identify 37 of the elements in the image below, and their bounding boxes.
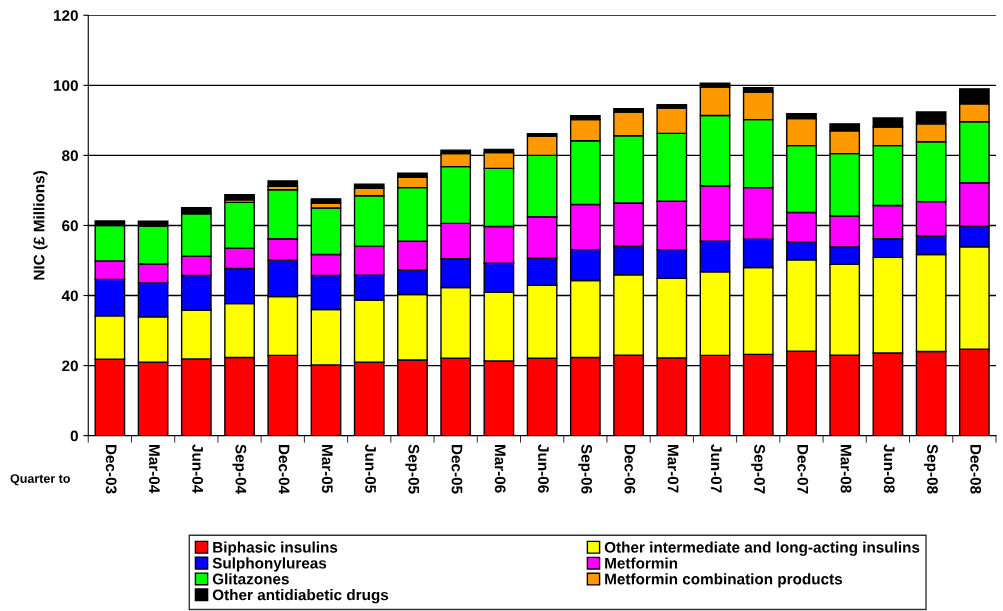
x-tick-label: Mar-04 (149, 445, 160, 494)
legend-label: Biphasic insulins (213, 541, 338, 556)
x-tick-label: Sep-08 (924, 444, 938, 494)
x-tick-label: Mar-06 (494, 445, 506, 493)
x-tick-label: Dec-06 (624, 445, 636, 494)
x-tick-label: Sep-05 (405, 444, 420, 494)
legend-label: Metformin combination products (605, 573, 843, 588)
y-tick-label: 60 (62, 220, 78, 232)
x-tick-label: Jun-07 (710, 444, 722, 493)
legend-label: Other antidiabetic drugs (212, 589, 389, 604)
x-tick-label: Jun-08 (883, 444, 895, 493)
x-tick-label: Sep-07 (751, 444, 765, 494)
x-tick-label: Mar-08 (840, 445, 852, 493)
x-tick-label: Dec-07 (797, 445, 809, 494)
x-tick-label: Jun-04 (192, 444, 204, 494)
text: Quarter to (10, 474, 70, 486)
y-tick-label: 20 (62, 360, 78, 372)
y-tick-label: 120 (54, 10, 78, 21)
x-tick-label: Mar-07 (667, 445, 679, 493)
y-tick-label: 40 (61, 290, 78, 302)
x-tick-label: Dec-03 (105, 445, 117, 494)
y-axis-title: NIC (£ Millions) (33, 171, 48, 280)
x-tick-label: Jun-06 (538, 444, 549, 493)
x-tick-label: Sep-04 (232, 444, 247, 494)
x-tick-label: Dec-08 (970, 445, 982, 494)
x-tick-label: Jun-05 (365, 444, 376, 493)
x-tick-label: Sep-06 (578, 444, 593, 494)
legend-label: Metformin (605, 557, 678, 569)
legend-label: Glitazones (212, 573, 289, 585)
y-tick-label: 80 (62, 150, 78, 162)
x-tick-label: Dec-04 (278, 445, 290, 494)
legend-label: Other intermediate and long-acting insulins (604, 541, 920, 556)
y-tick-label: 0 (70, 430, 78, 442)
x-tick-label: Dec-05 (451, 445, 463, 494)
x-tick-label: Mar-05 (321, 445, 333, 493)
legend-label: Sulphonylureas (212, 557, 327, 572)
y-tick-label: 100 (54, 80, 78, 92)
